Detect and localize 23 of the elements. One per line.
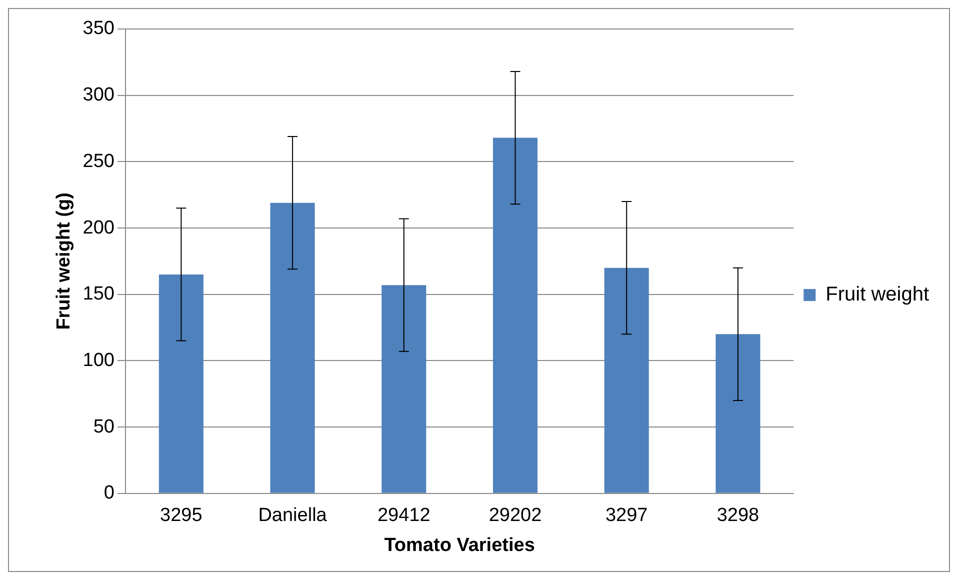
y-tick-label: 300 [82, 84, 114, 106]
bar [382, 285, 426, 493]
legend-label: Fruit weight [826, 284, 930, 306]
x-tick-label: 29412 [377, 505, 430, 526]
x-tick-label: 3298 [716, 505, 760, 526]
y-tick-label: 150 [82, 284, 114, 305]
x-tick-label: Daniella [258, 505, 328, 526]
x-tick-label: 29202 [488, 505, 542, 526]
x-tick-label: 3295 [160, 505, 202, 526]
y-tick-label: 250 [82, 150, 114, 172]
y-tick-label: 0 [104, 482, 114, 504]
x-axis-title: Tomato Varieties [384, 534, 535, 556]
bar [158, 274, 204, 493]
bar [716, 334, 760, 493]
bar [604, 268, 649, 493]
y-axis-title: Fruit weight (g) [54, 192, 75, 330]
bar [270, 202, 315, 493]
y-tick-label: 200 [82, 217, 114, 238]
y-tick-label: 100 [82, 350, 114, 371]
y-tick-label: 50 [93, 416, 114, 438]
y-tick-label: 350 [82, 18, 114, 40]
x-tick-label: 3297 [605, 505, 648, 526]
bar [492, 138, 538, 493]
